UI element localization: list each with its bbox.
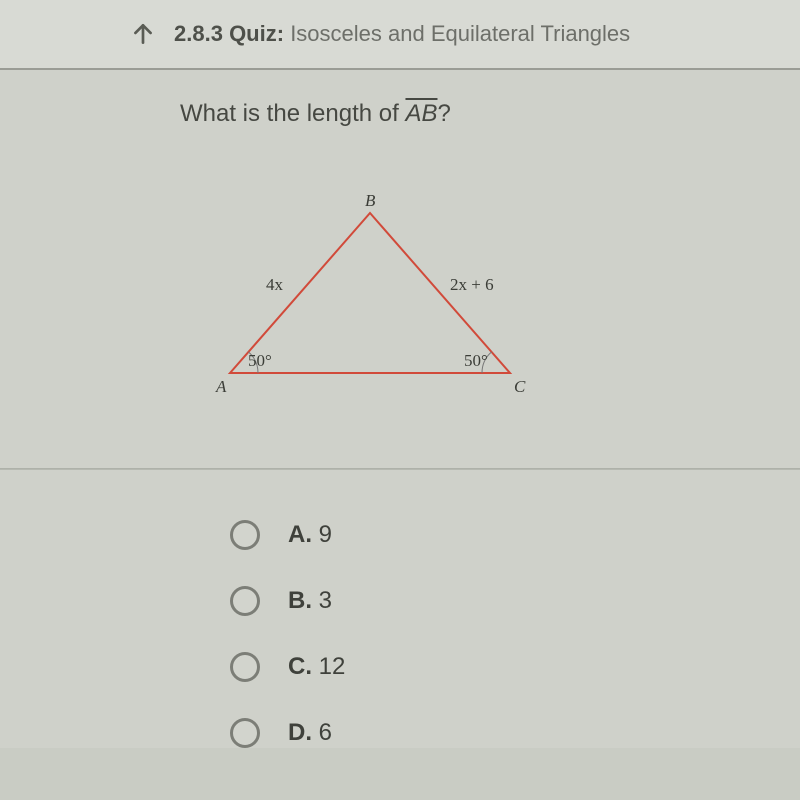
option-d[interactable]: D. 6	[230, 718, 800, 748]
side-label-right: 2x + 6	[450, 275, 494, 295]
option-c[interactable]: C. 12	[230, 652, 800, 682]
section-label: Quiz:	[229, 21, 284, 46]
option-text: C. 12	[288, 653, 345, 681]
radio-icon[interactable]	[230, 718, 260, 748]
triangle-svg	[210, 198, 550, 408]
back-arrow-icon[interactable]	[130, 21, 156, 47]
radio-icon[interactable]	[230, 586, 260, 616]
content: What is the length of AB? B A C 4x 2x + …	[0, 70, 800, 748]
radio-icon[interactable]	[230, 652, 260, 682]
question-segment: AB	[405, 100, 437, 127]
divider	[0, 468, 800, 470]
option-letter: A.	[288, 521, 312, 548]
question-prefix: What is the length of	[180, 100, 405, 127]
option-text: A. 9	[288, 521, 332, 549]
option-value: 12	[319, 653, 346, 680]
option-value: 3	[319, 587, 332, 614]
answer-options: A. 9 B. 3 C. 12 D	[180, 520, 800, 748]
radio-icon[interactable]	[230, 520, 260, 550]
section-number: 2.8.3	[174, 21, 223, 46]
page: 2.8.3 Quiz: Isosceles and Equilateral Tr…	[0, 0, 800, 800]
question-text: What is the length of AB?	[180, 100, 800, 128]
option-letter: B.	[288, 587, 312, 614]
angle-label-left: 50°	[248, 351, 272, 371]
question-suffix: ?	[437, 100, 450, 127]
triangle-diagram: B A C 4x 2x + 6 50° 50°	[210, 198, 550, 408]
vertex-label-c: C	[514, 377, 525, 397]
option-a[interactable]: A. 9	[230, 520, 800, 550]
option-text: D. 6	[288, 719, 332, 747]
option-value: 6	[319, 719, 332, 746]
quiz-title: 2.8.3 Quiz: Isosceles and Equilateral Tr…	[174, 21, 630, 47]
section-title: Isosceles and Equilateral Triangles	[290, 21, 630, 46]
angle-label-right: 50°	[464, 351, 488, 371]
option-b[interactable]: B. 3	[230, 586, 800, 616]
nav-bar: 2.8.3 Quiz: Isosceles and Equilateral Tr…	[0, 0, 800, 70]
vertex-label-a: A	[216, 377, 226, 397]
option-text: B. 3	[288, 587, 332, 615]
option-letter: D.	[288, 719, 312, 746]
side-label-left: 4x	[266, 275, 283, 295]
option-letter: C.	[288, 653, 312, 680]
vertex-label-b: B	[365, 191, 375, 211]
option-value: 9	[319, 521, 332, 548]
